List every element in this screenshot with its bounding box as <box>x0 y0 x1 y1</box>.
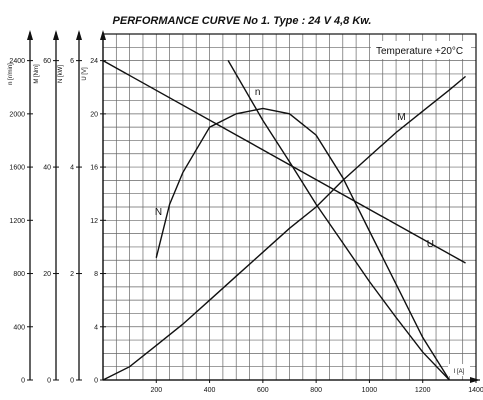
series-point-n <box>315 203 317 205</box>
series-line-U <box>102 59 466 264</box>
series-point-N <box>289 113 290 115</box>
x-tick-label: 600 <box>257 387 269 394</box>
series-point-N <box>448 379 450 381</box>
series-point-M <box>102 379 104 381</box>
y-tick-label-U: 12 <box>90 218 98 225</box>
x-axis-label-bg <box>448 364 470 376</box>
y-tick-label-N: 4 <box>70 165 74 172</box>
series-point-N <box>182 171 184 173</box>
series-point-n <box>289 161 290 163</box>
y-tick-label-n: 2000 <box>9 111 25 118</box>
series-label-U: U <box>427 239 434 250</box>
series-point-N <box>155 257 157 259</box>
series-point-n <box>262 120 264 121</box>
y-axis-arrow-N <box>76 30 82 40</box>
series-point-n <box>395 317 397 318</box>
series-point-N <box>235 113 237 115</box>
temperature-annotation: Temperature +20°C <box>371 41 471 59</box>
x-axis-label: I [A] <box>454 369 465 375</box>
series-point-M <box>395 132 397 133</box>
series-point-M <box>422 110 424 112</box>
y-tick-label-N: 6 <box>70 58 74 65</box>
y-tick-label-U: 0 <box>94 378 98 385</box>
series-point-n <box>227 60 229 62</box>
series-point-n <box>422 351 424 353</box>
x-tick-label: 1200 <box>415 387 431 394</box>
series-point-N <box>395 283 397 285</box>
series-curves <box>102 59 466 381</box>
y-tick-label-n: 2400 <box>9 58 25 65</box>
series-point-N <box>342 177 344 179</box>
y-tick-label-M: 40 <box>43 165 51 172</box>
x-tick-label: 200 <box>150 387 162 394</box>
series-point-M <box>342 179 344 181</box>
series-point-N <box>422 336 424 338</box>
y-axis-label-M: M [Nm] <box>34 64 40 84</box>
y-tick-label-n: 0 <box>21 378 25 385</box>
y-tick-label-U: 4 <box>94 324 98 331</box>
y-tick-label-N: 2 <box>70 271 74 278</box>
series-point-M <box>235 275 237 277</box>
series-point-M <box>368 155 370 157</box>
series-point-M <box>182 323 184 325</box>
series-point-M <box>262 251 264 253</box>
series-point-M <box>464 76 466 78</box>
series-point-M <box>155 344 157 346</box>
y-tick-label-n: 800 <box>13 271 25 278</box>
series-point-n <box>342 242 344 244</box>
y-axis-label-n: n [r/min] <box>8 63 14 85</box>
series-point-N <box>368 230 370 232</box>
x-tick-label: 1400 <box>468 387 483 394</box>
series-point-N <box>262 108 264 109</box>
y-tick-label-M: 0 <box>47 378 51 385</box>
y-axis-label-N: N [kW] <box>58 65 64 83</box>
y-tick-label-U: 20 <box>90 111 98 118</box>
y-tick-label-n: 400 <box>13 324 25 331</box>
series-label-n: n <box>255 87 261 98</box>
y-tick-label-n: 1600 <box>9 165 25 172</box>
temperature-label: Temperature +20°C <box>376 46 463 57</box>
x-axis-arrow <box>470 377 480 383</box>
y-tick-label-U: 8 <box>94 271 98 278</box>
y-tick-label-M: 20 <box>43 271 51 278</box>
y-tick-label-M: 60 <box>43 58 51 65</box>
y-axis-label-U: U [V] <box>82 67 88 81</box>
chart-title: PERFORMANCE CURVE No 1. Type : 24 V 4,8 … <box>113 15 372 27</box>
series-label-N: N <box>155 207 162 218</box>
series-point-M <box>315 206 317 208</box>
series-point-n <box>368 281 370 282</box>
y-axis-arrow-M <box>53 30 59 40</box>
x-tick-label: 400 <box>204 387 216 394</box>
y-tick-label-N: 0 <box>70 378 74 385</box>
series-point-N <box>315 134 317 136</box>
series-point-M <box>448 89 450 91</box>
y-axis-arrow-U <box>100 30 106 40</box>
y-axis-arrow-n <box>27 30 33 40</box>
series-point-M <box>209 299 211 301</box>
x-tick-label: 800 <box>310 387 322 394</box>
y-tick-label-n: 1200 <box>9 218 25 225</box>
series-point-U <box>102 60 104 62</box>
series-point-U <box>464 262 466 264</box>
series-point-M <box>129 366 131 368</box>
series-label-M: M <box>397 112 405 123</box>
series-point-M <box>289 227 290 229</box>
series-point-N <box>209 126 211 128</box>
series-labels: n M N U <box>155 87 434 250</box>
series-point-N <box>169 203 171 205</box>
y-tick-label-U: 24 <box>90 58 98 65</box>
series-line-M <box>102 76 466 381</box>
y-tick-label-U: 16 <box>90 165 98 172</box>
x-tick-label: 1000 <box>362 387 378 394</box>
